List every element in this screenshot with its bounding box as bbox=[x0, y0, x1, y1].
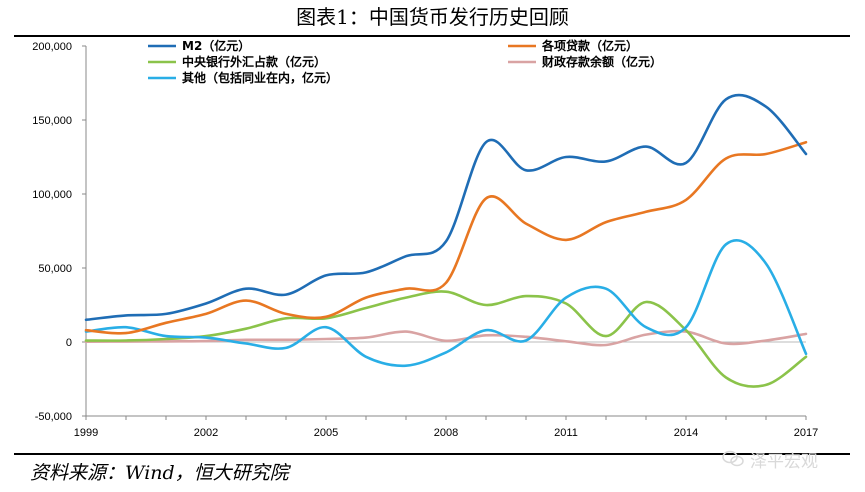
y-tick-label: 50,000 bbox=[38, 263, 72, 275]
watermark-text: 泽平宏观 bbox=[750, 451, 818, 472]
y-tick-label: 0 bbox=[66, 337, 72, 349]
series-layer bbox=[84, 93, 808, 388]
series-line bbox=[84, 238, 808, 368]
x-tick-label: 2008 bbox=[434, 427, 458, 439]
series-line bbox=[84, 93, 808, 322]
source-note: 资料来源：Wind，恒大研究院 bbox=[30, 462, 289, 484]
wechat-icon bbox=[722, 450, 744, 467]
series-line bbox=[84, 140, 808, 335]
legend-label: 各项贷款（亿元） bbox=[541, 38, 638, 53]
x-tick-label: 2017 bbox=[794, 427, 818, 439]
legend-label: 财政存款余额（亿元） bbox=[541, 54, 662, 69]
legend-label: 其他（包括同业在内，亿元） bbox=[182, 70, 338, 85]
axes: -50,000 0 50,000 100,000 150,000 200,000 1999 2… bbox=[32, 41, 818, 439]
legend-label: 中央银行外汇占款（亿元） bbox=[182, 54, 326, 69]
title-underline bbox=[14, 35, 850, 37]
y-tick-label: -50,000 bbox=[35, 411, 72, 423]
x-tick-label: 2005 bbox=[314, 427, 338, 439]
series-line bbox=[84, 290, 808, 388]
chart-title: 图表1：中国货币发行历史回顾 bbox=[296, 5, 569, 29]
footer-rule bbox=[14, 453, 850, 455]
legend: M2（亿元） 各项贷款（亿元） 中央银行外汇占款（亿元） 财政存款余额（亿元） 其他（包… bbox=[148, 38, 662, 85]
legend-label: M2（亿元） bbox=[182, 38, 250, 53]
x-tick-label: 2014 bbox=[674, 427, 698, 439]
y-tick-label: 100,000 bbox=[32, 189, 72, 201]
x-tick-label: 1999 bbox=[74, 427, 98, 439]
x-tick-label: 2011 bbox=[554, 427, 578, 439]
y-tick-label: 200,000 bbox=[32, 41, 72, 53]
line-chart: -50,000 0 50,000 100,000 150,000 200,000 1999 2… bbox=[32, 38, 818, 439]
watermark: 泽平宏观 bbox=[722, 446, 818, 472]
y-tick-label: 150,000 bbox=[32, 115, 72, 127]
x-tick-label: 2002 bbox=[194, 427, 218, 439]
